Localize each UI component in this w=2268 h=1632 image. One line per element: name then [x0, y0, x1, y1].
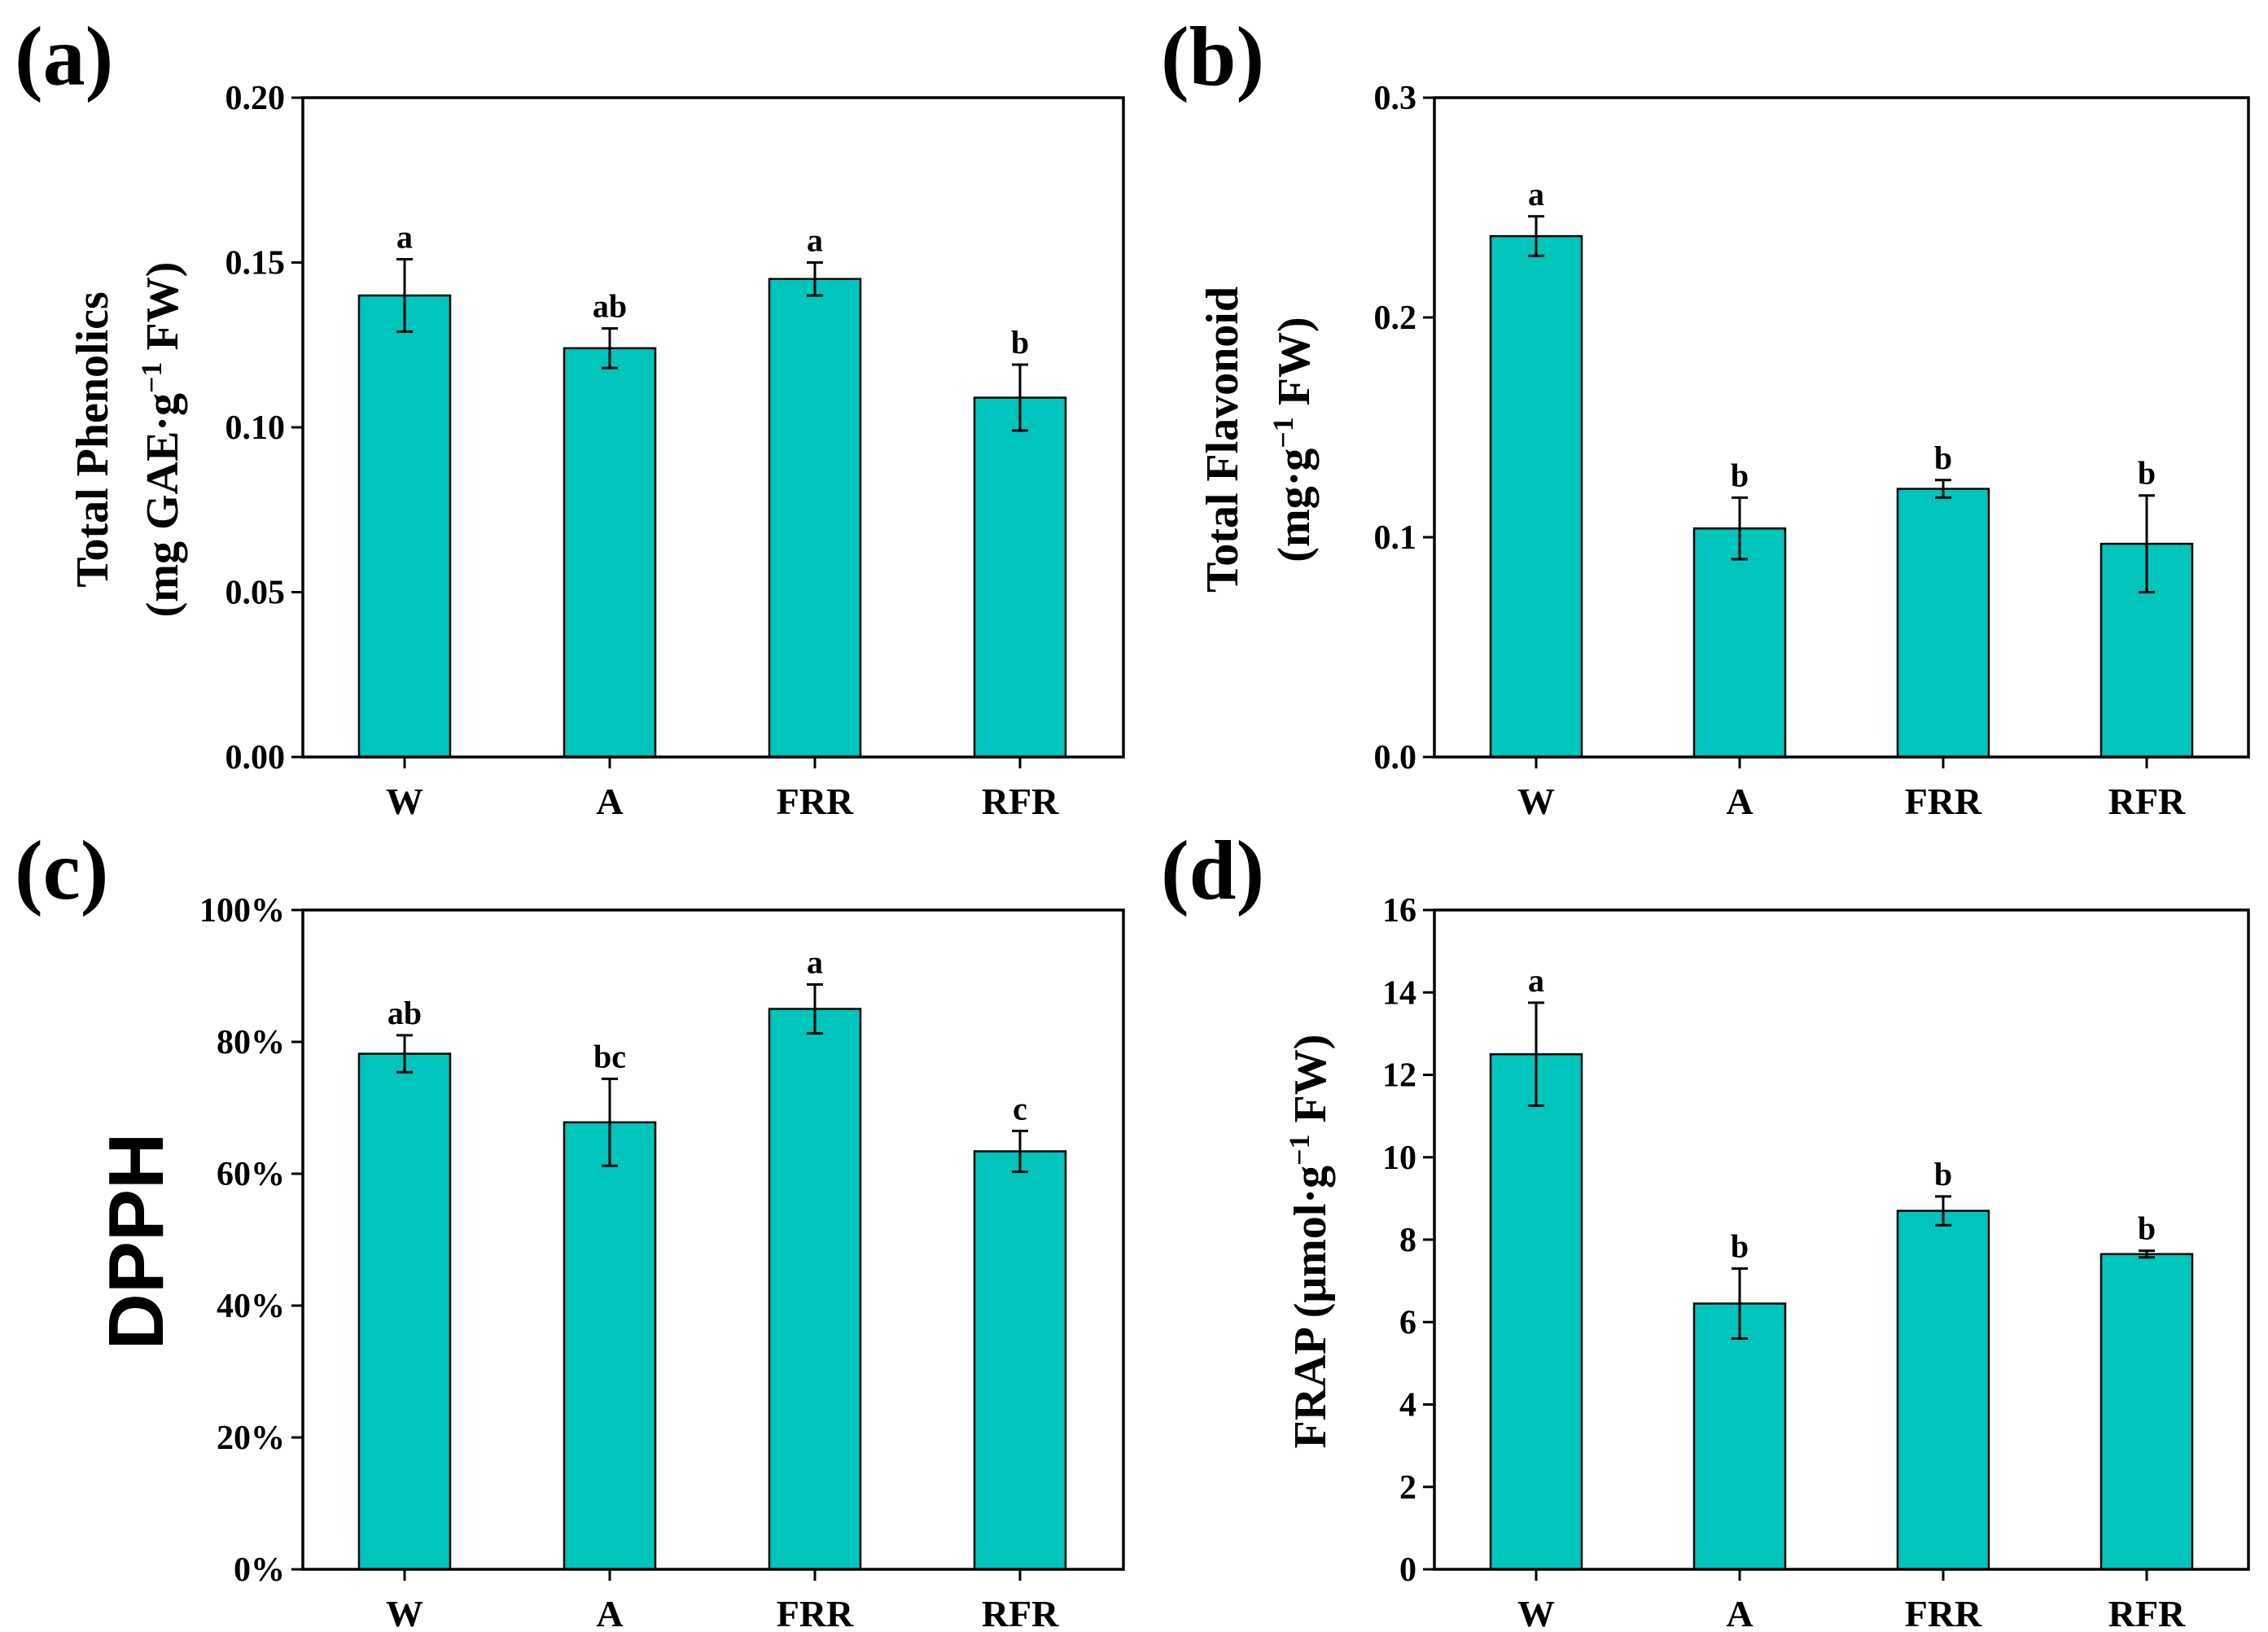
panel-label: (a)	[15, 10, 113, 103]
significance-letter: a	[807, 222, 823, 259]
significance-letter: b	[2138, 1210, 2156, 1247]
y-tick-label: 0.20	[225, 80, 286, 117]
panel-label: (d)	[1161, 824, 1264, 917]
y-tick-label: 2	[1399, 1469, 1416, 1507]
y-axis-label: DPPH	[93, 1133, 180, 1350]
y-tick-label: 0.15	[225, 245, 286, 282]
x-tick-label: W	[1517, 1593, 1555, 1632]
y-tick-label: 0.2	[1374, 300, 1417, 337]
ylabel-part: FW)	[1269, 317, 1320, 417]
y-tick-label: 14	[1382, 974, 1416, 1012]
x-tick-label: RFR	[982, 1593, 1059, 1632]
ylabel-part: FW)	[1285, 1035, 1336, 1135]
ylabel-part: FW)	[138, 262, 188, 362]
y-tick-label: 0.10	[225, 409, 286, 447]
bar-A	[1692, 527, 1787, 759]
y-tick-label: 16	[1382, 892, 1416, 930]
panel-c: (c) ab bc a c 0% 20% 40% 60% 80% 100% W A FRR RFR DPPH	[15, 824, 1125, 1632]
y-axis-label: FRAP (μmol·g−1 FW)	[1283, 1035, 1336, 1449]
significance-letter: ab	[593, 288, 627, 325]
y-tick-label: 0.0	[1374, 739, 1417, 777]
x-tick-label: RFR	[2108, 1593, 2186, 1632]
x-tick-label: FRR	[777, 1593, 854, 1632]
bar-A	[1692, 1302, 1787, 1571]
y-tick-label: 0%	[234, 1551, 285, 1589]
x-tick-label: RFR	[2108, 781, 2186, 822]
bar-W	[1489, 234, 1583, 759]
y-tick-label: 60%	[217, 1156, 285, 1193]
y-tick-label: 80%	[217, 1024, 285, 1061]
y-tick-label: 100%	[199, 892, 285, 930]
significance-letter: a	[1528, 962, 1544, 999]
y-axis-label-line2: (mg GAE·g−1 FW)	[135, 262, 188, 618]
y-tick-label: 12	[1382, 1057, 1416, 1095]
x-tick-label: RFR	[982, 781, 1059, 822]
ylabel-part: −1	[1283, 1134, 1316, 1166]
bar-RFR	[973, 396, 1067, 759]
panel-label: (b)	[1161, 10, 1264, 103]
bar-W	[357, 294, 452, 759]
ylabel-part: −1	[135, 362, 168, 394]
x-tick-label: A	[1726, 781, 1753, 822]
y-tick-label: 4	[1399, 1387, 1416, 1424]
bar-W	[357, 1052, 452, 1571]
plot-frame	[301, 908, 1125, 1571]
y-tick-label: 20%	[217, 1420, 285, 1457]
panel-label: (c)	[15, 824, 108, 917]
plot-frame	[1433, 96, 2250, 759]
y-tick-label: 10	[1382, 1140, 1416, 1177]
y-axis-label-line1: Total Flavonoid	[1197, 287, 1248, 593]
x-tick-label: W	[386, 1593, 423, 1632]
y-axis-label-line1: Total Phenolics	[68, 291, 118, 588]
y-tick-label: 0.3	[1374, 80, 1417, 117]
bar-RFR	[2099, 1253, 2194, 1571]
significance-letter: a	[807, 944, 823, 981]
x-tick-label: FRR	[1905, 1593, 1982, 1632]
significance-letter: ab	[387, 995, 422, 1031]
panel-b: (b) a b b b 0.0 0.1 0.2 0.3 W A FRR RFR Total Flavono…	[1161, 10, 2250, 822]
x-tick-label: A	[1726, 1593, 1753, 1632]
ylabel-part: (mg GAE·g	[138, 393, 188, 617]
bar-FRR	[1896, 1210, 1990, 1571]
y-tick-label: 8	[1399, 1222, 1416, 1259]
significance-letter: a	[1528, 176, 1544, 212]
x-tick-label: W	[386, 781, 423, 822]
x-tick-label: A	[596, 781, 623, 822]
bar-FRR	[1896, 488, 1990, 759]
significance-letter: b	[1731, 1227, 1749, 1264]
significance-letter: b	[1011, 324, 1029, 361]
bar-A	[563, 347, 657, 759]
panel-d: (d) a b b b 0 2 4 6 8 10 12 14 16 W A FRR RFR FRAP (μmol·g…	[1161, 824, 2250, 1632]
significance-letter: b	[1934, 1156, 1952, 1192]
bar-RFR	[973, 1150, 1067, 1571]
y-tick-label: 0.1	[1374, 519, 1417, 557]
x-tick-label: FRR	[1905, 781, 1982, 822]
y-axis-label-line2: (mg·g−1 FW)	[1267, 317, 1320, 562]
significance-letter: b	[1731, 457, 1749, 493]
ylabel-part: −1	[1267, 417, 1299, 448]
significance-letter: b	[1934, 440, 1952, 476]
y-tick-label: 0.05	[225, 575, 286, 612]
y-tick-label: 40%	[217, 1288, 285, 1325]
significance-letter: c	[1013, 1090, 1027, 1127]
ylabel-part: (mg·g	[1269, 448, 1320, 562]
x-tick-label: FRR	[777, 781, 854, 822]
bar-W	[1489, 1052, 1583, 1571]
bar-A	[563, 1121, 657, 1571]
bar-FRR	[768, 278, 862, 759]
significance-letter: bc	[593, 1038, 626, 1074]
y-tick-label: 0	[1399, 1551, 1416, 1589]
significance-letter: b	[2138, 455, 2156, 492]
y-tick-label: 6	[1399, 1304, 1416, 1341]
y-tick-label: 0.00	[225, 739, 286, 777]
x-tick-label: A	[596, 1593, 623, 1632]
x-tick-label: W	[1517, 781, 1555, 822]
significance-letter: a	[396, 218, 413, 255]
bar-FRR	[768, 1008, 862, 1571]
ylabel-part: FRAP (μmol·g	[1285, 1166, 1336, 1448]
